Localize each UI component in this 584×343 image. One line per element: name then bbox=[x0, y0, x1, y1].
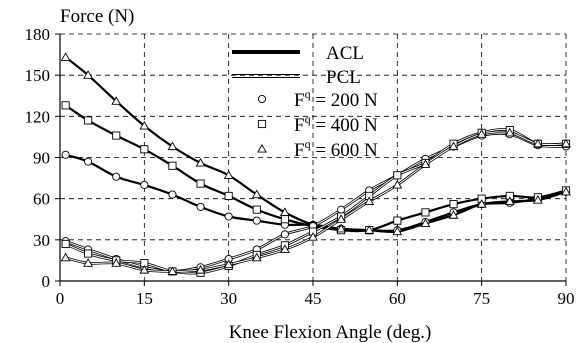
data-point-pcl-600n bbox=[308, 232, 318, 241]
data-point-acl-600n bbox=[111, 96, 122, 105]
data-point-acl-400n bbox=[280, 215, 289, 224]
data-point-acl-200n bbox=[252, 216, 261, 225]
data-point-pcl-200n bbox=[280, 230, 289, 239]
data-point-acl-400n bbox=[140, 145, 149, 154]
x-tick-label: 60 bbox=[389, 289, 406, 308]
data-point-acl-200n bbox=[168, 190, 177, 199]
x-tick-label: 0 bbox=[56, 289, 65, 308]
data-point-pcl-600n bbox=[420, 159, 431, 168]
data-point-acl-200n bbox=[196, 202, 205, 211]
data-point-acl-600n bbox=[251, 189, 262, 199]
legend-label-square: Fq = 400 N bbox=[294, 112, 378, 136]
data-point-acl-600n bbox=[60, 52, 71, 61]
data-point-acl-600n bbox=[167, 141, 178, 151]
data-point-pcl-600n bbox=[60, 252, 71, 262]
data-point-acl-600n bbox=[504, 196, 515, 205]
data-point-pcl-400n bbox=[84, 249, 93, 258]
data-point-pcl-200n bbox=[337, 205, 346, 214]
y-tick-labels: 0 30 60 90 120 150 180 bbox=[25, 25, 51, 291]
y-tick-label: 0 bbox=[42, 272, 51, 291]
data-point-acl-400n bbox=[196, 179, 205, 188]
legend-label-pcl: PCL bbox=[326, 67, 361, 88]
data-point-pcl-600n bbox=[476, 129, 487, 138]
series-markers bbox=[60, 52, 571, 277]
y-tick-label: 150 bbox=[25, 66, 51, 85]
data-point-acl-200n bbox=[112, 172, 121, 181]
data-point-acl-600n bbox=[364, 225, 375, 234]
data-point-pcl-600n bbox=[561, 138, 571, 148]
data-point-pcl-400n bbox=[61, 239, 70, 249]
data-point-acl-200n bbox=[224, 212, 233, 221]
data-point-acl-400n bbox=[61, 101, 70, 110]
data-point-pcl-600n bbox=[532, 138, 543, 148]
y-tick-label: 60 bbox=[33, 190, 50, 209]
data-point-pcl-600n bbox=[139, 264, 150, 274]
y-tick-label: 120 bbox=[25, 107, 51, 126]
data-point-pcl-600n bbox=[504, 127, 515, 137]
data-point-acl-400n bbox=[224, 191, 233, 200]
axes bbox=[55, 33, 567, 286]
data-point-acl-400n bbox=[449, 200, 458, 209]
data-point-acl-600n bbox=[336, 223, 347, 233]
y-tick-label: 180 bbox=[25, 25, 51, 44]
data-point-pcl-600n bbox=[167, 266, 178, 275]
x-tick-labels: 0 15 30 45 60 75 90 bbox=[56, 289, 575, 308]
data-point-acl-600n bbox=[83, 70, 94, 79]
data-point-pcl-400n bbox=[393, 171, 402, 180]
data-point-pcl-600n bbox=[392, 179, 403, 189]
data-point-acl-400n bbox=[112, 131, 121, 140]
data-point-pcl-600n bbox=[251, 252, 262, 262]
data-point-acl-600n bbox=[223, 170, 234, 179]
x-tick-label: 75 bbox=[473, 289, 490, 308]
legend-marker-square bbox=[257, 119, 267, 129]
data-point-pcl-600n bbox=[111, 258, 122, 267]
x-axis-label: Knee Flexion Angle (deg.) bbox=[229, 322, 432, 343]
y-axis-label: Force (N) bbox=[60, 6, 134, 27]
data-point-acl-600n bbox=[139, 120, 150, 130]
data-point-acl-600n bbox=[448, 210, 459, 219]
x-tick-label: 45 bbox=[305, 289, 322, 308]
data-point-acl-200n bbox=[140, 180, 149, 189]
data-point-acl-600n bbox=[392, 226, 403, 236]
legend-label-acl: ACL bbox=[326, 43, 364, 64]
x-tick-label: 30 bbox=[220, 289, 237, 308]
data-point-acl-400n bbox=[421, 208, 430, 217]
data-point-pcl-600n bbox=[83, 258, 94, 267]
data-point-pcl-600n bbox=[336, 214, 347, 223]
data-point-acl-600n bbox=[561, 186, 571, 196]
y-tick-label: 90 bbox=[33, 149, 50, 168]
data-point-pcl-600n bbox=[448, 141, 459, 151]
data-point-acl-600n bbox=[195, 157, 206, 167]
series-line-acl-200n bbox=[65, 153, 567, 232]
x-tick-label: 15 bbox=[136, 289, 153, 308]
data-point-acl-400n bbox=[252, 205, 261, 214]
data-point-acl-400n bbox=[84, 116, 93, 125]
data-point-acl-600n bbox=[279, 207, 290, 216]
x-tick-label: 90 bbox=[558, 289, 575, 308]
data-point-pcl-600n bbox=[364, 196, 375, 205]
y-tick-label: 30 bbox=[33, 231, 50, 250]
legend-marker-circle bbox=[257, 94, 267, 104]
data-point-acl-600n bbox=[532, 194, 543, 204]
data-point-pcl-600n bbox=[223, 259, 234, 269]
data-point-pcl-600n bbox=[279, 244, 290, 253]
data-point-acl-200n bbox=[61, 150, 70, 159]
legend-marker-triangle bbox=[257, 143, 267, 153]
data-point-acl-400n bbox=[168, 161, 177, 170]
data-point-acl-200n bbox=[84, 157, 93, 166]
legend-label-triangle: Fq = 600 N bbox=[294, 137, 378, 161]
data-point-acl-400n bbox=[393, 216, 402, 225]
data-point-acl-600n bbox=[420, 218, 431, 227]
legend-label-circle: Fq = 200 N bbox=[294, 87, 378, 111]
data-point-pcl-600n bbox=[195, 264, 206, 274]
data-point-acl-600n bbox=[476, 199, 487, 208]
